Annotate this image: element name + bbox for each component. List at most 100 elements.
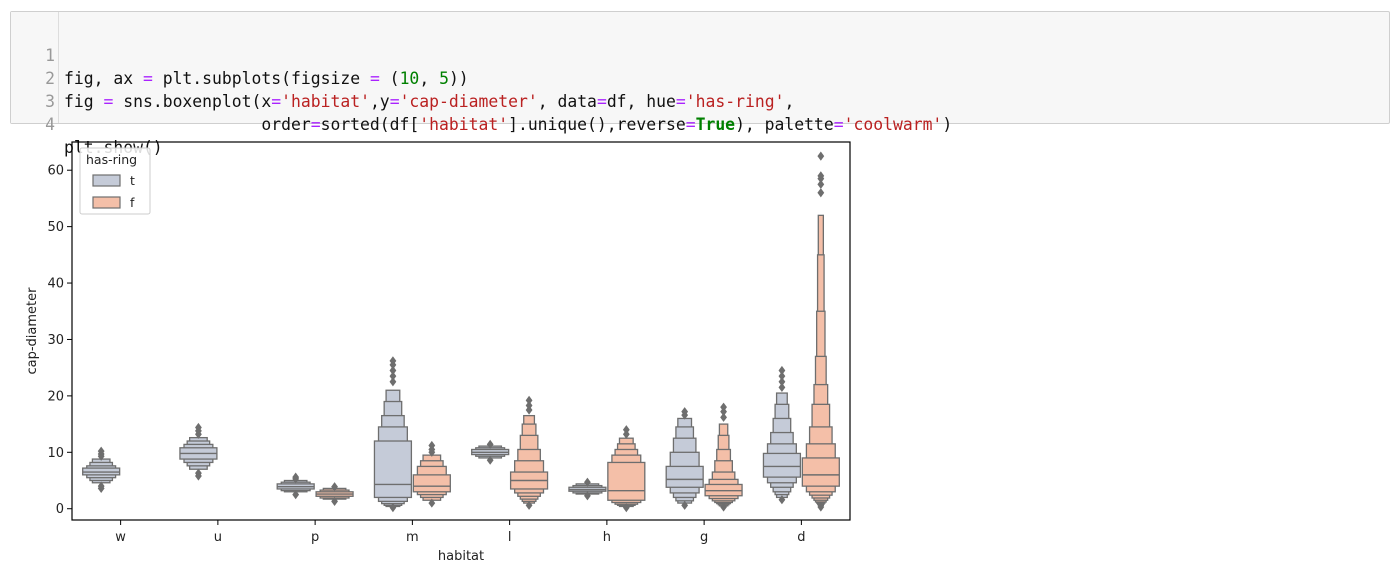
code-text: fig, ax = plt.subplots(figsize = (10, 5)… bbox=[64, 69, 469, 88]
boxen-t-h bbox=[568, 477, 607, 501]
outlier-t-p-0 bbox=[292, 490, 300, 500]
outlier-t-g-2 bbox=[681, 407, 689, 417]
outlier-t-d-1 bbox=[778, 382, 786, 393]
x-tick-label: h bbox=[603, 530, 611, 545]
outlier-f-g-0 bbox=[720, 502, 727, 512]
code-line: 4 plt.show() bbox=[11, 90, 1389, 157]
code-line: 3 order=sorted(df['habitat'].unique(),re… bbox=[11, 67, 1389, 134]
boxen-t-u bbox=[179, 422, 218, 481]
outlier-f-l-0 bbox=[525, 500, 533, 510]
boxen-level-f-m-0 bbox=[412, 474, 451, 493]
outlier-t-m-5 bbox=[389, 356, 397, 366]
x-tick-label: u bbox=[214, 530, 222, 545]
outlier-t-w-4 bbox=[97, 446, 105, 456]
x-tick-label: d bbox=[797, 530, 805, 545]
boxen-f-l bbox=[509, 395, 549, 510]
code-line: 1 fig, ax = plt.subplots(figsize = (10, … bbox=[11, 21, 1389, 88]
plot-layer bbox=[82, 151, 840, 513]
y-tick-label: 30 bbox=[47, 333, 64, 348]
outlier-f-l-2 bbox=[525, 400, 533, 411]
outlier-t-m-1 bbox=[389, 377, 397, 387]
plot-output: 0 10 20 30 40 50 60 w u p m l h g d habitat cap-diamet… bbox=[0, 130, 880, 574]
legend-label-f: f bbox=[130, 195, 135, 210]
legend-swatch-f bbox=[92, 196, 121, 209]
axes-frame bbox=[71, 141, 851, 521]
y-tick-label: 60 bbox=[47, 164, 64, 179]
code-line: 2 fig = sns.boxenplot(x='habitat',y='cap… bbox=[11, 44, 1389, 111]
boxen-f-h bbox=[607, 425, 646, 513]
outlier-f-h-2 bbox=[622, 425, 630, 435]
outlier-f-d-5 bbox=[817, 151, 825, 161]
outlier-f-m-0 bbox=[428, 498, 436, 508]
outlier-f-d-0 bbox=[817, 502, 825, 512]
line-number-gutter bbox=[11, 12, 59, 123]
tick-layer: 0 10 20 30 40 50 60 w u p m l h g d bbox=[47, 164, 805, 545]
y-tick-label: 20 bbox=[47, 389, 64, 404]
outlier-t-d-4 bbox=[778, 365, 786, 376]
outlier-t-h-1 bbox=[584, 477, 591, 487]
outlier-t-d-2 bbox=[778, 377, 786, 387]
y-tick-label: 0 bbox=[56, 502, 64, 517]
outlier-f-m-3 bbox=[428, 440, 436, 451]
x-tick-label: p bbox=[311, 530, 319, 545]
boxen-level-t-d-0 bbox=[762, 452, 802, 478]
code-text: order=sorted(df['habitat'].unique(),reve… bbox=[64, 115, 953, 134]
outlier-t-h-0 bbox=[584, 491, 591, 501]
boxenplot-chart: 0 10 20 30 40 50 60 w u p m l h g d habitat cap-diamet… bbox=[25, 141, 851, 564]
outlier-f-d-2 bbox=[817, 179, 825, 189]
outlier-f-d-4 bbox=[817, 171, 825, 181]
outlier-t-u-4 bbox=[195, 422, 202, 433]
boxen-t-m bbox=[373, 356, 413, 513]
outlier-t-l-0 bbox=[486, 455, 494, 465]
x-axis-label: habitat bbox=[438, 549, 484, 564]
line-number: 1 bbox=[45, 46, 55, 65]
legend-label-t: t bbox=[130, 173, 135, 188]
y-tick-label: 10 bbox=[47, 446, 64, 461]
outlier-f-p-0 bbox=[331, 496, 338, 506]
code-cell[interactable]: 1 fig, ax = plt.subplots(figsize = (10, … bbox=[10, 11, 1390, 157]
y-tick-label: 50 bbox=[47, 220, 64, 235]
boxen-t-p bbox=[276, 472, 315, 500]
boxen-f-p bbox=[315, 482, 354, 506]
line-number: 4 bbox=[45, 115, 55, 134]
legend-swatch-t bbox=[92, 174, 121, 187]
outlier-f-l-3 bbox=[525, 395, 533, 405]
outlier-t-l-1 bbox=[486, 439, 494, 449]
outlier-t-m-0 bbox=[389, 502, 397, 513]
x-tick-label: g bbox=[700, 530, 708, 545]
boxen-t-d bbox=[762, 365, 802, 505]
outlier-f-g-3 bbox=[720, 402, 727, 412]
y-tick-label: 40 bbox=[47, 277, 64, 292]
boxen-level-f-d-0 bbox=[801, 457, 840, 487]
boxen-t-g bbox=[665, 407, 704, 510]
code-text: fig = sns.boxenplot(x='habitat',y='cap-d… bbox=[64, 92, 795, 111]
x-tick-label: w bbox=[115, 530, 126, 545]
boxen-t-w bbox=[82, 446, 121, 494]
outlier-t-g-0 bbox=[681, 500, 689, 510]
x-tick-label: l bbox=[508, 530, 512, 545]
outlier-t-m-2 bbox=[389, 371, 397, 381]
line-number: 2 bbox=[45, 69, 55, 88]
legend: has-ring t f bbox=[79, 147, 151, 215]
outlier-t-d-0 bbox=[778, 495, 786, 505]
y-axis-label: cap-diameter bbox=[25, 287, 40, 375]
outlier-t-d-3 bbox=[778, 371, 786, 381]
code-editor[interactable]: 1 fig, ax = plt.subplots(figsize = (10, … bbox=[11, 21, 1389, 157]
outlier-f-h-0 bbox=[622, 502, 630, 513]
outlier-f-d-1 bbox=[817, 188, 825, 198]
boxen-f-g bbox=[704, 402, 743, 512]
boxen-level-f-h-0 bbox=[607, 461, 646, 501]
outlier-t-u-1 bbox=[195, 468, 202, 478]
outlier-f-g-1 bbox=[720, 412, 727, 422]
boxen-level-t-g-0 bbox=[665, 465, 704, 488]
legend-title: has-ring bbox=[86, 152, 137, 167]
boxen-level-t-m-0 bbox=[373, 440, 413, 499]
outlier-t-w-1 bbox=[97, 481, 105, 491]
boxen-f-d bbox=[801, 151, 840, 512]
boxen-f-m bbox=[412, 440, 451, 508]
line-number: 3 bbox=[45, 92, 55, 111]
x-tick-label: m bbox=[406, 530, 419, 545]
boxen-t-l bbox=[471, 439, 510, 465]
outlier-t-p-2 bbox=[292, 472, 300, 482]
outlier-f-p-1 bbox=[331, 482, 338, 492]
